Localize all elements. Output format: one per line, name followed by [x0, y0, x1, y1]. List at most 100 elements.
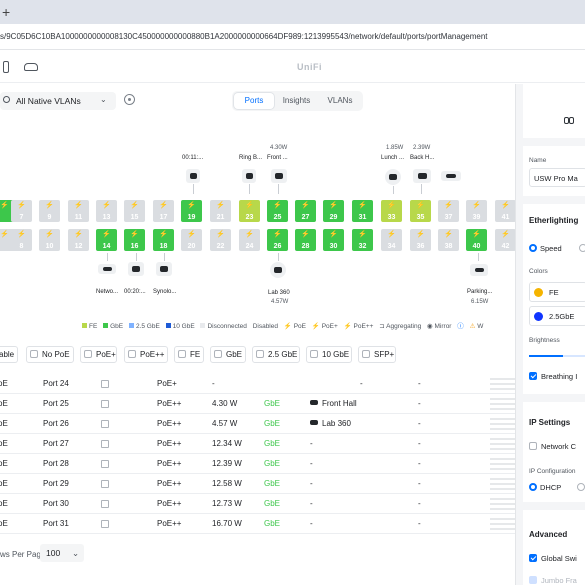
table-row[interactable]: oE Port 31 PoE++ 16.70 W GbE - -: [0, 514, 560, 534]
port-20[interactable]: ⚡ 20: [181, 229, 202, 251]
car-icon[interactable]: [24, 63, 38, 71]
tab-vlans[interactable]: VLANs: [327, 96, 353, 105]
filter-chip-poe-plus[interactable]: PoE+: [80, 346, 117, 363]
port-17[interactable]: ⚡ 17: [153, 200, 174, 222]
table-row[interactable]: oE Port 30 PoE++ 12.73 W GbE - -: [0, 494, 560, 514]
port-31[interactable]: ⚡ 31: [352, 200, 373, 222]
table-row[interactable]: oE Port 28 PoE++ 12.39 W GbE - -: [0, 454, 560, 474]
camera-icon[interactable]: [270, 262, 286, 278]
device-label[interactable]: Lab 360: [268, 290, 290, 296]
device-icon[interactable]: [441, 171, 461, 181]
table-row[interactable]: oE Port 27 PoE++ 12.34 W GbE - -: [0, 434, 560, 454]
port-28[interactable]: ⚡ 28: [295, 229, 316, 251]
port-27[interactable]: ⚡ 27: [295, 200, 316, 222]
new-tab-button[interactable]: +: [2, 4, 11, 20]
port-15[interactable]: ⚡ 15: [124, 200, 145, 222]
port-7[interactable]: ⚡ 7: [11, 200, 32, 222]
device-label[interactable]: Synolo...: [153, 289, 177, 295]
gear-icon[interactable]: [124, 94, 135, 105]
port-21[interactable]: ⚡ 21: [210, 200, 231, 222]
port-38[interactable]: ⚡ 38: [438, 229, 459, 251]
tab-ports[interactable]: Ports: [234, 93, 274, 109]
brightness-slider[interactable]: [529, 355, 585, 357]
table-row[interactable]: oE Port 26 PoE++ 4.57 W GbE Lab 360 -: [0, 414, 560, 434]
filter-chip-fe[interactable]: FE: [174, 346, 204, 363]
radio-selected[interactable]: [529, 244, 537, 252]
vlan-filter-select[interactable]: All Native VLANs ⌄: [0, 92, 116, 110]
fe-color-dot[interactable]: [534, 288, 543, 297]
checkbox[interactable]: [30, 350, 38, 358]
device-icon[interactable]: [128, 262, 144, 276]
port-36[interactable]: ⚡ 36: [410, 229, 431, 251]
static-radio[interactable]: [577, 483, 585, 492]
radio-selected[interactable]: [529, 483, 537, 491]
port-40[interactable]: ⚡ 40: [466, 229, 487, 251]
port-25[interactable]: ⚡ 25: [267, 200, 288, 222]
doorbell-icon[interactable]: [242, 169, 256, 183]
table-row[interactable]: oE Port 25 PoE++ 4.30 W GbE Front Hall -: [0, 394, 560, 414]
port-13[interactable]: ⚡ 13: [96, 200, 117, 222]
rows-per-page-select[interactable]: 100 ⌄: [40, 544, 84, 562]
port-14[interactable]: ⚡ 14: [96, 229, 117, 251]
url-text[interactable]: s/9C05D6C10BA1000000000008130C4500000000…: [0, 32, 488, 41]
port-37[interactable]: ⚡ 37: [438, 200, 459, 222]
port-22[interactable]: ⚡ 22: [210, 229, 231, 251]
checkbox-checked[interactable]: [529, 372, 537, 380]
port-35[interactable]: ⚡ 35: [410, 200, 431, 222]
port-29[interactable]: ⚡ 29: [323, 200, 344, 222]
checkbox[interactable]: [362, 350, 370, 358]
filter-chip-no-poe[interactable]: No PoE: [26, 346, 74, 363]
jumbo-frames-checkbox[interactable]: Jumbo Fra: [529, 576, 577, 585]
port-9[interactable]: ⚡ 9: [39, 200, 60, 222]
color-fe-row[interactable]: FE: [529, 282, 585, 302]
name-input[interactable]: USW Pro Ma: [529, 168, 585, 187]
switch-icon[interactable]: [98, 264, 116, 274]
port-18[interactable]: ⚡ 18: [153, 229, 174, 251]
device-icon[interactable]: [3, 61, 9, 73]
checkbox[interactable]: [214, 350, 222, 358]
checkbox[interactable]: [178, 350, 186, 358]
global-switch-checkbox[interactable]: Global Swi: [529, 554, 577, 563]
mode-speed-radio[interactable]: Speed: [529, 244, 562, 253]
camera-icon[interactable]: [470, 264, 488, 276]
device-label[interactable]: Lunch ...: [381, 155, 405, 161]
filter-chip-2-5gbe[interactable]: 2.5 GbE: [252, 346, 300, 363]
device-label[interactable]: Netwo...: [96, 289, 119, 295]
table-row[interactable]: oE Port 24 PoE+ - - -: [0, 374, 560, 394]
filter-chip-sfp-plus[interactable]: SFP+: [358, 346, 396, 363]
port-42[interactable]: ⚡ 42: [495, 229, 516, 251]
port-10[interactable]: ⚡ 10: [39, 229, 60, 251]
camera-icon[interactable]: [413, 169, 431, 183]
checkbox[interactable]: [310, 350, 318, 358]
port-26[interactable]: ⚡ 26: [267, 229, 288, 251]
port-16[interactable]: ⚡ 16: [124, 229, 145, 251]
port-30[interactable]: ⚡ 30: [323, 229, 344, 251]
port-8[interactable]: ⚡ 8: [11, 229, 32, 251]
checkbox-checked[interactable]: [529, 554, 537, 562]
port-24[interactable]: ⚡ 24: [239, 229, 260, 251]
nas-icon[interactable]: [156, 262, 172, 276]
device-label[interactable]: 00:20:...: [124, 289, 146, 295]
address-bar[interactable]: s/9C05D6C10BA1000000000008130C4500000000…: [0, 24, 585, 50]
filter-chip-10gbe[interactable]: 10 GbE: [306, 346, 352, 363]
radio[interactable]: [579, 244, 585, 252]
network-override-checkbox[interactable]: Network C: [529, 442, 576, 451]
table-row[interactable]: oE Port 29 PoE++ 12.58 W GbE - -: [0, 474, 560, 494]
filter-chip[interactable]: able: [0, 346, 18, 363]
port-34[interactable]: ⚡ 34: [381, 229, 402, 251]
filter-chip-poe-plus-plus[interactable]: PoE++: [124, 346, 168, 363]
checkbox[interactable]: [256, 350, 264, 358]
radio[interactable]: [577, 483, 585, 491]
dhcp-radio[interactable]: DHCP: [529, 483, 561, 492]
breathing-checkbox[interactable]: Breathing I: [529, 372, 577, 381]
port-33[interactable]: ⚡ 33: [381, 200, 402, 222]
mode-other-radio[interactable]: [579, 244, 585, 253]
device-label[interactable]: Ring B...: [239, 155, 263, 161]
dome-camera-icon[interactable]: [385, 169, 401, 185]
checkbox[interactable]: [529, 576, 537, 584]
device-label[interactable]: Front ...: [267, 155, 288, 161]
device-label[interactable]: Parking...: [467, 289, 493, 295]
color-2-5gbe-row[interactable]: 2.5GbE: [529, 306, 585, 326]
checkbox[interactable]: [128, 350, 136, 358]
checkbox[interactable]: [84, 350, 92, 358]
